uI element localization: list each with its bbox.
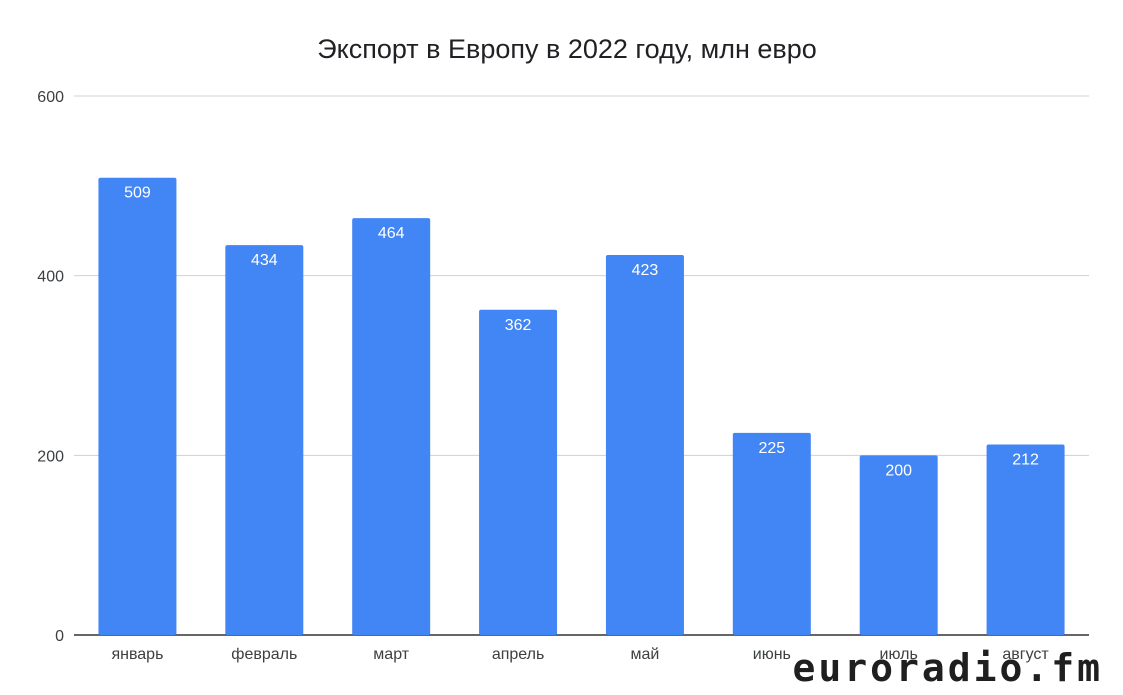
- bar: [986, 444, 1065, 635]
- x-category-label: июль: [880, 646, 918, 663]
- bar-value-label: 423: [632, 262, 659, 279]
- euroradio-watermark: euroradio.fm: [792, 649, 1103, 687]
- bars-layer: [98, 177, 1065, 635]
- x-category-label: апрель: [492, 646, 545, 663]
- bar-value-label: 464: [378, 225, 405, 242]
- bar: [98, 177, 177, 635]
- y-tick-label: 200: [37, 448, 64, 465]
- bar: [479, 309, 558, 635]
- watermark-text: euroradio.fm: [792, 646, 1103, 690]
- bar-value-label: 509: [124, 185, 151, 202]
- bar-value-label: 434: [251, 252, 278, 269]
- bar: [859, 455, 938, 635]
- bar-value-label: 362: [505, 317, 532, 334]
- bar-value-label: 212: [1012, 452, 1039, 469]
- y-tick-label: 0: [55, 628, 64, 645]
- x-category-label: июнь: [753, 646, 791, 663]
- chart-title: Экспорт в Европу в 2022 году, млн евро: [317, 34, 817, 64]
- bar: [352, 218, 431, 635]
- x-category-label: май: [631, 646, 660, 663]
- y-tick-label: 400: [37, 269, 64, 286]
- bar-value-label: 200: [885, 462, 912, 479]
- labels-layer: 0 200 400 600 509 январь 434 февраль 464 март 362 а…: [37, 89, 1049, 663]
- bar: [225, 245, 304, 635]
- x-category-label: март: [373, 646, 409, 663]
- x-category-label: январь: [111, 646, 163, 663]
- x-category-label: август: [1002, 646, 1049, 663]
- bar-value-label: 225: [758, 440, 785, 457]
- bar: [732, 432, 811, 635]
- y-tick-label: 600: [37, 89, 64, 106]
- bar: [605, 255, 684, 635]
- x-category-label: февраль: [231, 646, 297, 663]
